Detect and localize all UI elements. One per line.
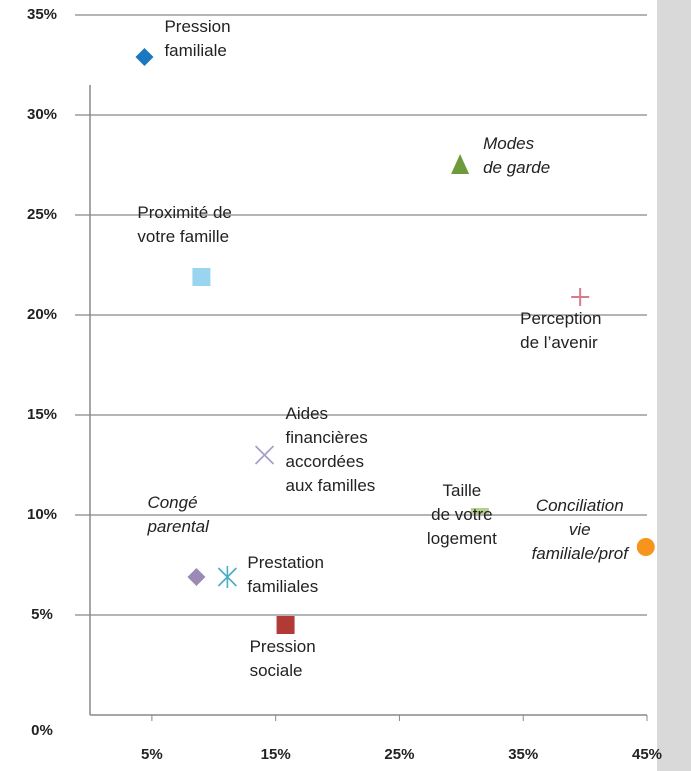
y-tick-label: 30%	[27, 106, 57, 123]
point	[135, 48, 154, 66]
point	[470, 508, 489, 514]
point-label: Aides financières accordées aux familles	[286, 404, 376, 495]
frame-strip	[657, 0, 691, 771]
y-tick-label: 20%	[27, 306, 57, 323]
point	[217, 566, 237, 588]
point	[571, 288, 590, 306]
y-tick-label: 10%	[27, 506, 57, 523]
point	[254, 445, 275, 465]
x-tick-label: 25%	[384, 746, 414, 763]
y-tick-label: 15%	[27, 406, 57, 423]
point-label: Pression sociale	[250, 637, 316, 680]
y-tick-label: 25%	[27, 206, 57, 223]
point	[192, 268, 211, 286]
point-label: Pression familiale	[164, 17, 230, 60]
point-label: Perception de l’avenir	[520, 309, 601, 352]
x-tick-label: 5%	[141, 746, 163, 763]
x-tick-label: 35%	[508, 746, 538, 763]
point	[636, 538, 655, 556]
point-label: Congé parental	[146, 493, 210, 536]
y-tick-label: 35%	[27, 6, 57, 23]
x-tick-label: 45%	[632, 746, 662, 763]
x-tick-label: 15%	[261, 746, 291, 763]
point-label: Conciliation vie familiale/prof	[532, 496, 631, 563]
point-label: Modes de garde	[483, 134, 550, 177]
point	[451, 154, 470, 174]
point	[276, 616, 295, 634]
point-label: Proximité de votre famille	[137, 203, 231, 246]
y-tick-label: 5%	[31, 606, 53, 623]
y-tick-label: 0%	[31, 722, 53, 739]
point	[187, 568, 206, 586]
point-label: Prestation familiales	[247, 553, 324, 596]
point-label: Taille de votre logement	[427, 481, 497, 548]
